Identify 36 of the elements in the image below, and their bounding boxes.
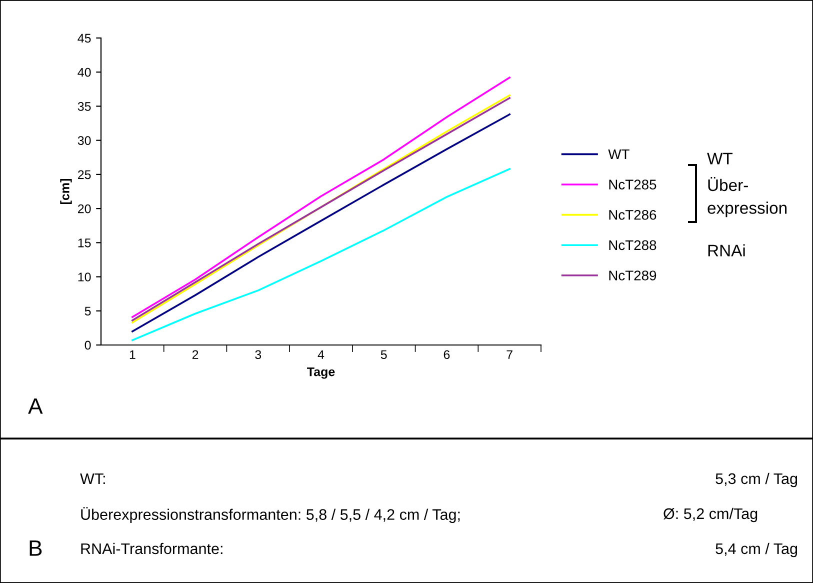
text: Überexpressionstransformanten: 5,8 / 5,5 / 4,2 cm / Tag; <box>81 507 460 523</box>
text: A <box>28 398 43 414</box>
y-tick-label: 0 <box>84 340 91 350</box>
x-tick-label: 1 <box>130 350 136 359</box>
y-tick-label: 20 <box>78 204 91 214</box>
text: 5,3 cm / Tag <box>716 472 798 488</box>
legend-label: WT <box>608 149 630 160</box>
x-tick-label: 7 <box>506 350 512 359</box>
y-tick-label: 45 <box>78 34 91 43</box>
y-tick-label: 5 <box>84 306 91 316</box>
legend-label: NcT288 <box>609 240 656 250</box>
text: 5,4 cm / Tag <box>716 542 798 558</box>
text: B <box>30 540 42 556</box>
x-axis-title: Tage <box>307 367 335 379</box>
x-tick-label: 6 <box>444 350 450 360</box>
y-tick-label: 40 <box>78 68 91 77</box>
y-tick-label: 25 <box>78 170 91 180</box>
legend-label: NcT289 <box>609 270 656 280</box>
text: RNAi <box>708 244 745 256</box>
y-tick-label: 35 <box>78 102 91 111</box>
line-series <box>132 168 510 342</box>
text: RNAi-Transformante: <box>81 542 222 554</box>
y-axis-title: [cm] <box>60 179 72 204</box>
x-tick-label: 3 <box>255 350 262 360</box>
text: Über- expression <box>708 176 787 218</box>
text: Ø: 5,2 cm/Tag <box>664 508 758 522</box>
text: WT <box>707 152 733 164</box>
x-tick-label: 4 <box>318 350 324 359</box>
legend-label: NcT285 <box>609 180 656 190</box>
legend-label: NcT286 <box>609 210 656 220</box>
y-tick-label: 15 <box>78 238 91 248</box>
y-tick-label: 30 <box>78 136 91 145</box>
x-tick-label: 2 <box>192 350 198 359</box>
x-tick-label: 5 <box>380 350 387 360</box>
y-tick-label: 10 <box>78 272 91 282</box>
text: WT: <box>80 473 105 484</box>
